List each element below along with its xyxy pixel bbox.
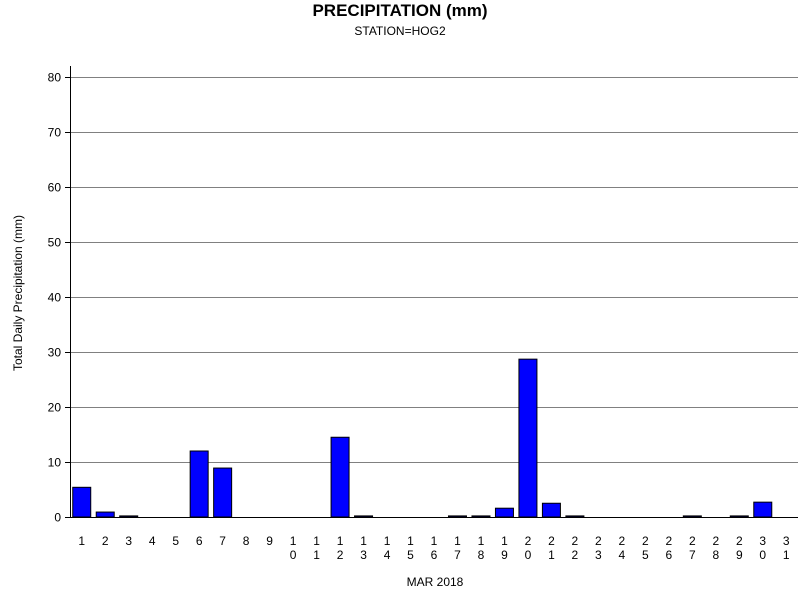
axes (65, 66, 798, 518)
bar-day-12 (330, 436, 350, 518)
x-tick-label: 3 (125, 534, 132, 548)
bar-day-13 (354, 515, 374, 518)
bars (72, 358, 773, 518)
y-tick-label: 50 (48, 236, 62, 250)
y-tick-label: 60 (48, 181, 62, 195)
x-tick-label: 2 (102, 534, 109, 548)
y-tick-label: 20 (48, 401, 62, 415)
x-tick-label: 7 (219, 534, 226, 548)
y-tick-label: 30 (48, 346, 62, 360)
x-tick-label: 8 (243, 534, 250, 548)
bar-day-7 (213, 467, 233, 518)
y-tick-label: 0 (54, 511, 61, 525)
y-tick-label: 80 (48, 71, 62, 85)
bar-day-6 (189, 450, 209, 518)
y-tick-label: 70 (48, 126, 62, 140)
bar-day-17 (447, 515, 467, 518)
bar-day-30 (753, 501, 773, 518)
bar-day-3 (119, 515, 139, 518)
x-tick-label: 1 (78, 534, 85, 548)
x-tick-label: 4 (149, 534, 156, 548)
bar-day-19 (494, 507, 514, 518)
chart-title: PRECIPITATION (mm) (312, 1, 488, 20)
chart-subtitle: STATION=HOG2 (354, 24, 446, 38)
bar-day-22 (565, 515, 585, 518)
x-tick-label: 5 (172, 534, 179, 548)
bar-day-21 (541, 502, 561, 518)
bar-day-2 (95, 511, 115, 518)
grid-lines (70, 77, 798, 463)
bar-day-29 (729, 515, 749, 518)
bar-day-18 (471, 515, 491, 518)
x-tick-label: 9 (266, 534, 273, 548)
bar-day-1 (72, 486, 92, 518)
y-tick-label: 40 (48, 291, 62, 305)
bar-day-20 (518, 358, 538, 518)
bar-day-27 (682, 515, 702, 518)
y-tick-label: 10 (48, 456, 62, 470)
x-axis-label: MAR 2018 (407, 575, 464, 589)
x-tick-label: 6 (196, 534, 203, 548)
y-axis-label: Total Daily Precipitation (mm) (11, 215, 25, 371)
